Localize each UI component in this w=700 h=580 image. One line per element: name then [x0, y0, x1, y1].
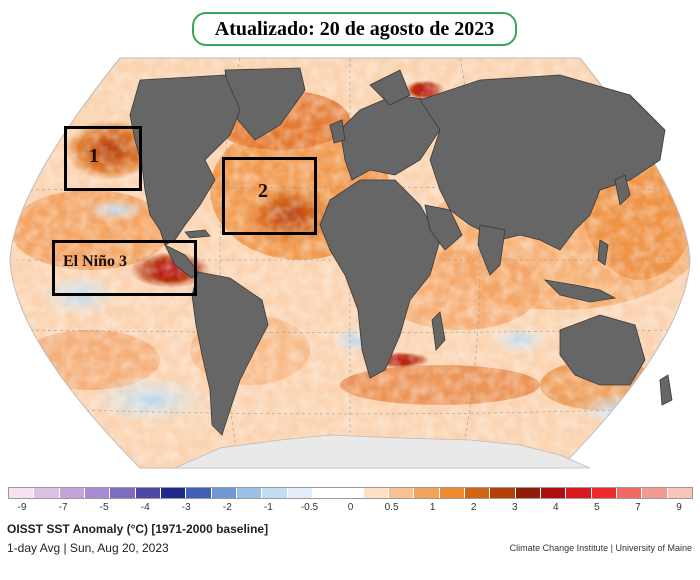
colorbar-segment — [110, 488, 136, 498]
colorbar-segment — [34, 488, 60, 498]
colorbar-tick-label: 7 — [635, 502, 641, 513]
colorbar-segment — [262, 488, 288, 498]
africa — [319, 179, 441, 379]
colorbar-tick-label: 5 — [594, 502, 600, 513]
south-america — [191, 271, 269, 436]
colorbar-legend — [8, 487, 693, 499]
colorbar-tick-label: 0 — [347, 502, 354, 513]
region-label-el-nino: El Niño 3 — [63, 253, 128, 270]
colorbar-tick-label: 2 — [470, 502, 477, 513]
colorbar-segment — [84, 488, 111, 498]
madagascar — [431, 311, 446, 351]
colorbar-tick-label: -2 — [222, 502, 232, 513]
colorbar-segment — [363, 488, 389, 498]
colorbar-segment — [236, 488, 263, 498]
colorbar-segment — [439, 488, 465, 498]
colorbar-segment — [59, 488, 85, 498]
colorbar-tick-label: 1 — [429, 502, 436, 513]
colorbar-segment — [591, 488, 617, 498]
colorbar-segment — [414, 488, 440, 498]
scandinavia — [369, 69, 411, 106]
colorbar-segment — [515, 488, 541, 498]
sst-anomaly-map — [9, 57, 691, 469]
indonesia — [543, 279, 617, 303]
colorbar-segment — [9, 488, 35, 498]
colorbar-segment — [211, 488, 237, 498]
colorbar-tick-label: -3 — [181, 502, 191, 513]
colorbar-ticks: -9 -7 -5 -4 -3 -2 -1 -0.5 0 0.5 1 2 3 4 5 7 9 — [8, 502, 693, 516]
colorbar-tick-label: -0.5 — [300, 502, 319, 513]
europe — [339, 94, 441, 181]
antarctica — [174, 434, 591, 469]
philippines — [597, 239, 609, 266]
arabia — [424, 204, 463, 251]
colorbar-tick-label: 4 — [553, 502, 559, 513]
colorbar-tick-label: -7 — [58, 502, 68, 513]
colorbar-segment — [490, 488, 516, 498]
japan — [614, 174, 631, 206]
update-date-badge: Atualizado: 20 de agosto de 2023 — [192, 12, 517, 46]
colorbar-segment — [287, 488, 313, 498]
colorbar-segment — [566, 488, 592, 498]
update-date-text: Atualizado: 20 de agosto de 2023 — [214, 17, 495, 40]
region-label-1: 1 — [89, 145, 99, 167]
caption-title: OISST SST Anomaly (°C) [1971-2000 baseli… — [7, 522, 269, 536]
asia — [419, 74, 666, 251]
australia — [559, 314, 646, 386]
region-box-1: 1 — [64, 126, 142, 191]
colorbar-tick-label: -5 — [99, 502, 109, 513]
credit-text: Climate Change Institute | University of… — [509, 543, 692, 553]
colorbar-segment — [135, 488, 161, 498]
colorbar-tick-label: 9 — [676, 502, 682, 513]
colorbar-tick-label: 0.5 — [384, 502, 399, 513]
colorbar-segment — [642, 488, 668, 498]
colorbar-tick-label: -1 — [263, 502, 273, 513]
colorbar-segment — [667, 488, 692, 498]
uk — [329, 119, 346, 144]
new-zealand — [659, 374, 673, 406]
colorbar-segment — [616, 488, 643, 498]
land-layer — [129, 67, 673, 469]
colorbar-segment — [160, 488, 187, 498]
region-label-2: 2 — [258, 180, 268, 202]
region-box-el-nino: El Niño 3 — [52, 240, 197, 296]
colorbar-segment — [338, 488, 364, 498]
region-box-2: 2 — [222, 157, 317, 235]
colorbar-segment — [312, 488, 339, 498]
colorbar-segment — [186, 488, 212, 498]
india — [477, 224, 506, 276]
caption-subtitle: 1-day Avg | Sun, Aug 20, 2023 — [7, 541, 169, 555]
colorbar-segment — [540, 488, 567, 498]
colorbar-segment — [388, 488, 415, 498]
colorbar-segment — [464, 488, 491, 498]
colorbar-tick-label: -9 — [17, 502, 27, 513]
caribbean — [184, 229, 211, 239]
colorbar-tick-label: 3 — [511, 502, 518, 513]
colorbar-tick-label: -4 — [140, 502, 150, 513]
